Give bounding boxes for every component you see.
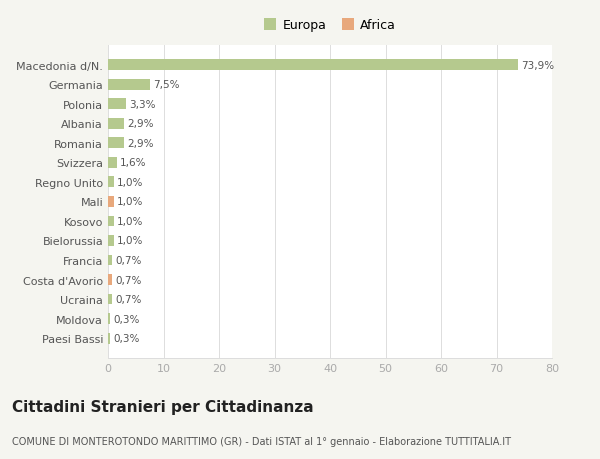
Bar [108,216,113,227]
Bar [108,157,117,168]
Text: 73,9%: 73,9% [521,61,554,70]
Text: 0,7%: 0,7% [115,275,142,285]
Legend: Europa, Africa: Europa, Africa [260,16,400,36]
Text: 0,3%: 0,3% [113,314,139,324]
Text: 0,7%: 0,7% [115,256,142,265]
Text: 2,9%: 2,9% [127,119,154,129]
Text: 1,0%: 1,0% [117,236,143,246]
Text: 1,0%: 1,0% [117,217,143,226]
Bar [108,177,113,188]
Bar [108,235,113,246]
Bar [108,79,149,90]
Text: Cittadini Stranieri per Cittadinanza: Cittadini Stranieri per Cittadinanza [12,399,314,414]
Text: 2,9%: 2,9% [127,139,154,148]
Text: 0,3%: 0,3% [113,334,139,343]
Bar [108,294,112,305]
Text: 7,5%: 7,5% [153,80,179,90]
Text: 1,6%: 1,6% [120,158,147,168]
Text: 0,7%: 0,7% [115,295,142,304]
Bar [108,255,112,266]
Text: 1,0%: 1,0% [117,178,143,187]
Bar [108,333,110,344]
Bar [108,99,127,110]
Bar [108,313,110,325]
Text: 1,0%: 1,0% [117,197,143,207]
Bar [108,118,124,129]
Bar [108,60,518,71]
Bar [108,196,113,207]
Bar [108,138,124,149]
Bar [108,274,112,285]
Text: COMUNE DI MONTEROTONDO MARITTIMO (GR) - Dati ISTAT al 1° gennaio - Elaborazione : COMUNE DI MONTEROTONDO MARITTIMO (GR) - … [12,436,511,446]
Text: 3,3%: 3,3% [130,100,156,109]
